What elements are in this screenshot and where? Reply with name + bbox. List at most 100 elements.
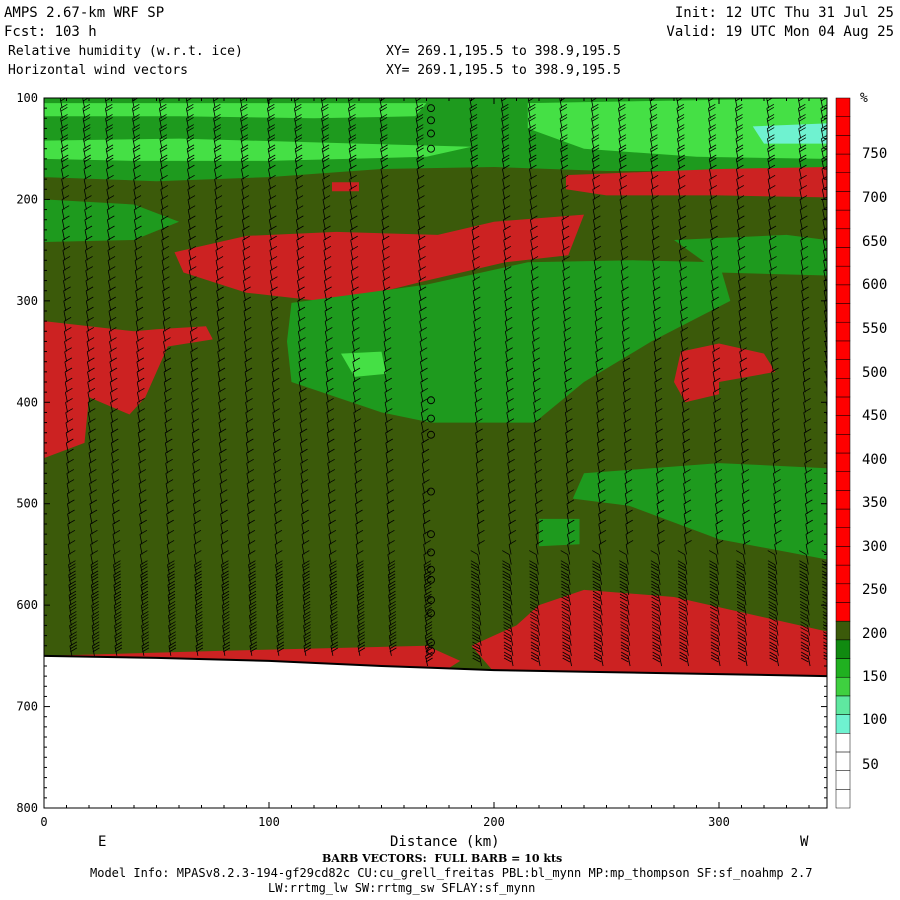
wind-barb-shaft <box>194 595 198 606</box>
colorbar-label: 300 <box>862 539 887 555</box>
wind-barb-flag <box>241 157 249 163</box>
wind-barb-flag <box>302 570 310 576</box>
wind-barb-flag <box>62 256 71 261</box>
wind-barb-shaft <box>325 382 329 393</box>
wind-barb-flag <box>193 509 201 515</box>
wind-barb-flag <box>159 103 167 109</box>
wind-barb-shaft <box>658 605 662 616</box>
wind-barb-shaft <box>416 148 419 159</box>
wind-barb-flag <box>380 174 389 180</box>
wind-barb-shaft <box>267 138 271 149</box>
wind-barb-shaft <box>295 179 299 190</box>
wind-barb-shaft <box>626 605 630 616</box>
wind-barb-flag <box>652 245 660 251</box>
wind-barb-shaft <box>737 229 740 241</box>
calm-wind-circle <box>427 596 435 605</box>
wind-barb-flag <box>649 106 658 112</box>
wind-barb-shaft <box>716 615 720 626</box>
wind-barb-flag <box>194 563 202 569</box>
wind-barb-shaft <box>381 240 385 251</box>
wind-barb-shaft <box>768 219 772 230</box>
wind-barb-shaft <box>476 503 480 514</box>
wind-barb-shaft <box>802 371 806 383</box>
wind-barb-shaft <box>531 300 535 312</box>
wind-barb-shaft <box>110 412 114 423</box>
wind-barb-flag <box>533 387 541 393</box>
wind-barb-flag <box>380 147 388 153</box>
field-name-2: Horizontal wind vectors <box>8 63 189 78</box>
wind-barb-shaft <box>822 219 826 230</box>
rh-region-green-right-lower <box>572 463 827 560</box>
wind-barb-flag <box>165 438 173 444</box>
wind-barb-flag <box>222 611 230 616</box>
wind-barb-shaft <box>569 655 572 667</box>
wind-barb-flag <box>416 124 424 129</box>
wind-barb-flag <box>652 256 660 261</box>
wind-barb-flag <box>768 215 777 221</box>
wind-barb-shaft <box>535 554 539 565</box>
wind-barb-flag <box>676 98 684 102</box>
wind-barb-flag <box>138 479 147 484</box>
wind-barb-flag <box>246 448 254 454</box>
wind-barb-flag <box>561 586 569 592</box>
wind-barb-flag <box>740 387 748 393</box>
wind-barb-flag <box>735 137 744 143</box>
wind-barb-flag <box>533 408 541 413</box>
wind-barb-flag <box>323 235 331 241</box>
wind-barb-flag <box>709 603 718 609</box>
wind-barb-flag <box>565 448 574 454</box>
wind-barb-shaft <box>247 534 251 545</box>
wind-barb-flag <box>560 566 569 572</box>
wind-barb-flag <box>222 634 230 640</box>
wind-barb-flag <box>132 134 141 140</box>
wind-barb-flag <box>85 266 93 271</box>
wind-barb-shaft <box>686 655 689 667</box>
wind-barb-shaft <box>824 311 827 322</box>
colorbar-cell <box>835 359 851 379</box>
wind-barb-flag <box>771 387 780 393</box>
wind-barb-flag <box>195 606 203 612</box>
wind-barb-flag <box>535 519 543 525</box>
wind-barb-shaft <box>64 371 68 383</box>
wind-barb-flag <box>114 596 122 602</box>
wind-barb-shaft <box>684 564 688 575</box>
wind-barb-flag <box>710 256 719 261</box>
wind-barb-flag <box>88 458 97 464</box>
wind-barb-flag <box>564 357 572 363</box>
wind-barb-shaft <box>828 534 830 544</box>
wind-barb-shaft <box>528 148 532 159</box>
wind-barb-flag <box>709 157 717 163</box>
wind-barb-shaft <box>244 361 248 372</box>
wind-barb-flag <box>243 286 251 292</box>
wind-barb-flag <box>529 566 538 572</box>
wind-barb-shaft <box>348 138 352 149</box>
wind-barb-shaft <box>386 483 389 494</box>
wind-barb-flag <box>470 117 478 122</box>
wind-barb-shaft <box>736 189 740 200</box>
wind-barb-flag <box>423 540 431 545</box>
wind-barb-shaft <box>354 453 357 464</box>
wind-barb-flag <box>220 499 228 505</box>
wind-barb-flag <box>418 256 426 261</box>
wind-barb-shaft <box>770 311 773 322</box>
wind-barb-flag <box>562 266 570 271</box>
wind-barb-shaft <box>622 361 626 372</box>
wind-barb-flag <box>213 134 222 140</box>
rh-region-green-small-520 <box>539 518 580 547</box>
wind-barb-shaft <box>680 311 683 322</box>
wind-barb-shaft <box>327 503 331 514</box>
wind-barb-flag <box>219 448 227 454</box>
wind-barb-shaft <box>192 483 196 494</box>
wind-barb-flag <box>166 489 174 495</box>
wind-barb-flag <box>186 114 194 119</box>
wind-barb-flag <box>354 448 362 454</box>
wind-barb-shaft <box>592 179 596 190</box>
wind-barb-flag <box>623 387 631 393</box>
wind-barb-flag <box>677 124 685 129</box>
wind-barb-shaft <box>741 483 745 494</box>
wind-barb-shaft <box>348 128 352 139</box>
wind-barb-shaft <box>829 565 831 575</box>
wind-barb-flag <box>529 205 538 211</box>
wind-barb-flag <box>596 377 604 383</box>
wind-barb-flag <box>529 596 538 602</box>
